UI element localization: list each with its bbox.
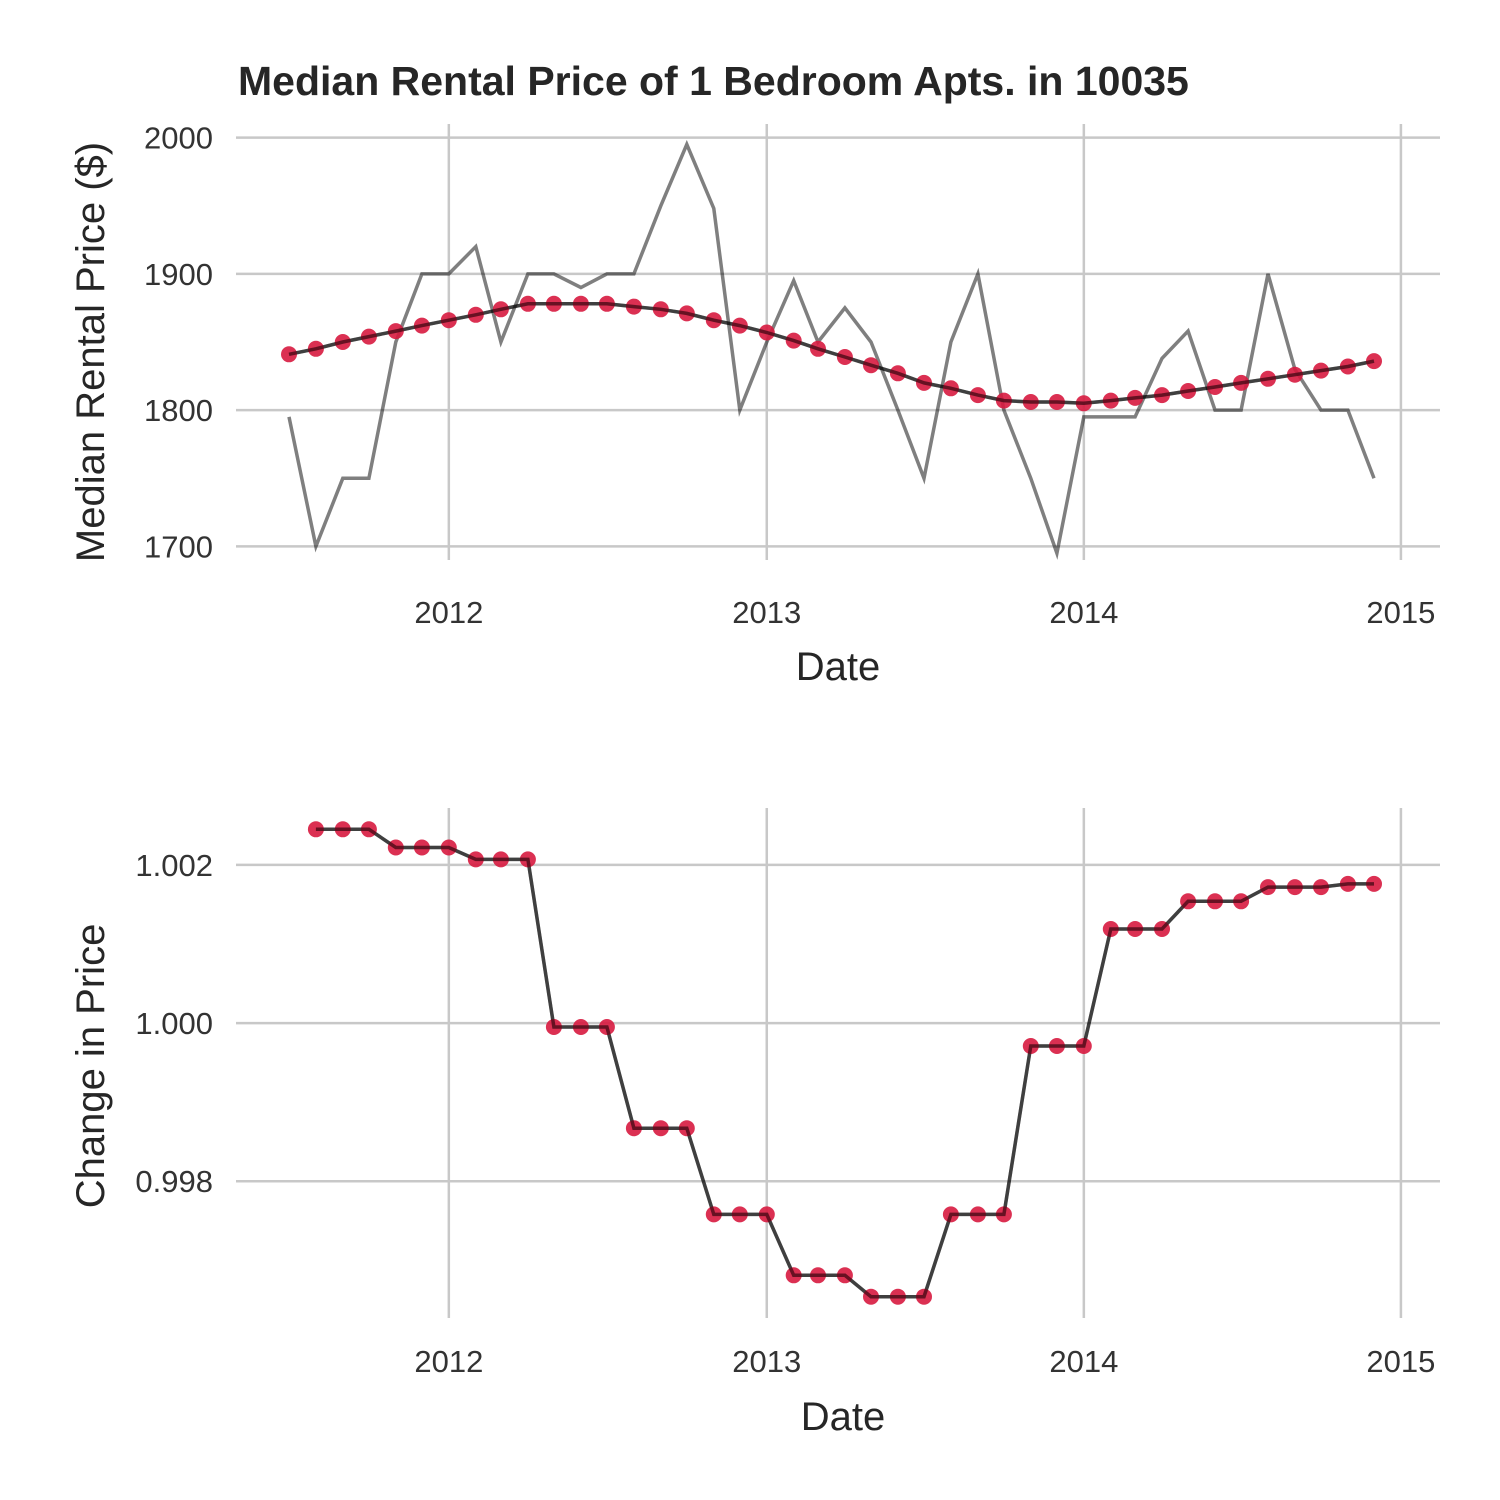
price-series-1-overlay-line — [288, 302, 1375, 406]
change-y-tick-label: 0.998 — [135, 1164, 213, 1199]
change-series-0-overlay-line — [315, 827, 1374, 1299]
change-x-tick-label: 2014 — [1049, 1344, 1118, 1379]
price-y-tick-label: 1700 — [144, 529, 213, 564]
change-grid — [236, 808, 1440, 1318]
price-grid — [236, 124, 1440, 560]
change-y-tick-label: 1.000 — [135, 1006, 213, 1041]
change-x-tick-label: 2012 — [414, 1344, 483, 1379]
change-y-axis-title: Change in Price — [69, 924, 113, 1209]
change-data — [307, 821, 1382, 1305]
price-series-0-line — [287, 139, 1376, 560]
price-x-axis-title: Date — [796, 645, 881, 689]
price-y-tick-label: 2000 — [144, 121, 213, 156]
change-panel: 0.998 1.000 1.002 2012 2013 2014 2015 Date Cha… — [69, 808, 1440, 1439]
price-tick-labels: 1700 1800 1900 2000 2012 2013 2014 2015 — [144, 121, 1435, 630]
price-x-tick-label: 2012 — [414, 595, 483, 630]
price-x-tick-label: 2015 — [1366, 595, 1435, 630]
price-panel: 1700 1800 1900 2000 2012 2013 2014 2015 Date Me… — [69, 121, 1440, 689]
price-x-tick-label: 2013 — [732, 595, 801, 630]
price-x-tick-label: 2014 — [1049, 595, 1118, 630]
change-x-axis-title: Date — [801, 1395, 886, 1439]
change-tick-labels: 0.998 1.000 1.002 2012 2013 2014 2015 — [135, 848, 1435, 1379]
price-data — [281, 139, 1382, 560]
change-x-tick-label: 2015 — [1366, 1344, 1435, 1379]
change-y-tick-label: 1.002 — [135, 848, 213, 883]
change-series-0-points — [307, 821, 1382, 1305]
chart-title: Median Rental Price of 1 Bedroom Apts. i… — [238, 58, 1189, 104]
price-y-axis-title: Median Rental Price ($) — [69, 142, 113, 562]
price-y-tick-label: 1800 — [144, 393, 213, 428]
change-x-tick-label: 2013 — [732, 1344, 801, 1379]
price-y-tick-label: 1900 — [144, 257, 213, 292]
